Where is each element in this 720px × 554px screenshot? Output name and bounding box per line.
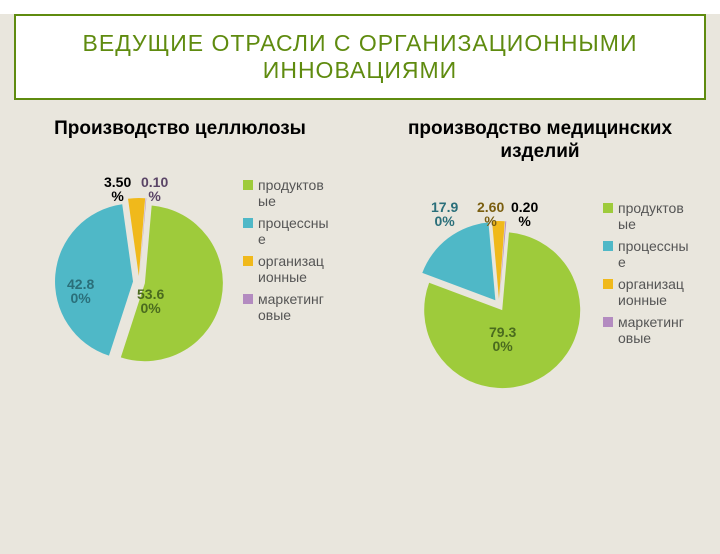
pie-slice-label: 42.8 0%	[67, 277, 94, 306]
pie-holder-1: 79.3 0% 17.9 0% 2.60 % 0.20 %	[389, 170, 599, 390]
chart-block-0: Производство целлюлозы 53.6 0% 42.8 0% 3.5…	[10, 118, 350, 390]
legend-label: маркетинговые	[258, 291, 331, 323]
pie-svg-0	[29, 147, 239, 367]
legend-item: процессные	[603, 238, 691, 270]
legend-swatch	[243, 294, 253, 304]
legend-item: процессные	[243, 215, 331, 247]
legend-swatch	[603, 241, 613, 251]
pie-slice-label: 2.60 %	[477, 200, 504, 229]
legend-label: продуктовые	[618, 200, 691, 232]
chart-body-1: 79.3 0%17.9 0%2.60 %0.20 % продуктовыепр…	[389, 170, 691, 390]
slide-title: ВЕДУЩИЕ ОТРАСЛИ С ОРГАНИЗАЦИОННЫМИ ИННОВ…	[83, 30, 638, 83]
legend-swatch	[603, 203, 613, 213]
legend-item: продуктовые	[603, 200, 691, 232]
legend-label: процессные	[618, 238, 691, 270]
charts-row: Производство целлюлозы 53.6 0% 42.8 0% 3.5…	[0, 118, 720, 390]
pie-slice-label: 79.3 0%	[489, 325, 516, 354]
legend-0: продуктовые процессные организационные марк…	[243, 177, 331, 330]
legend-swatch	[603, 279, 613, 289]
legend-label: маркетинговые	[618, 314, 691, 346]
legend-item: маркетинговые	[603, 314, 691, 346]
pie-slice-label: 0.10 %	[141, 175, 168, 204]
legend-label: организационные	[258, 253, 331, 285]
legend-item: организационные	[243, 253, 331, 285]
legend-swatch	[603, 317, 613, 327]
legend-1: продуктовые процессные организационные марк…	[603, 200, 691, 353]
legend-label: продуктовые	[258, 177, 331, 209]
legend-swatch	[243, 218, 253, 228]
pie-slice-label: 3.50 %	[104, 175, 131, 204]
chart-title-0: Производство целлюлозы	[54, 118, 306, 141]
legend-label: организационные	[618, 276, 691, 308]
legend-swatch	[243, 180, 253, 190]
chart-body-0: 53.6 0%42.8 0%3.50 %0.10 % продуктовыепр…	[29, 147, 331, 367]
chart-block-1: производство медицинских изделий 79.3 0%…	[370, 118, 710, 390]
legend-swatch	[243, 256, 253, 266]
pie-slice-label: 0.20 %	[511, 200, 538, 229]
pie-holder-0: 53.6 0% 42.8 0% 3.50 % 0.10 %	[29, 147, 239, 367]
chart-title-1: производство медицинских изделий	[370, 118, 710, 164]
slide-title-box: ВЕДУЩИЕ ОТРАСЛИ С ОРГАНИЗАЦИОННЫМИ ИННОВ…	[14, 14, 706, 100]
legend-item: продуктовые	[243, 177, 331, 209]
pie-slice-label: 53.6 0%	[137, 287, 164, 316]
legend-item: организационные	[603, 276, 691, 308]
pie-slice-label: 17.9 0%	[431, 200, 458, 229]
slide: ВЕДУЩИЕ ОТРАСЛИ С ОРГАНИЗАЦИОННЫМИ ИННОВ…	[0, 14, 720, 554]
legend-item: маркетинговые	[243, 291, 331, 323]
legend-label: процессные	[258, 215, 331, 247]
